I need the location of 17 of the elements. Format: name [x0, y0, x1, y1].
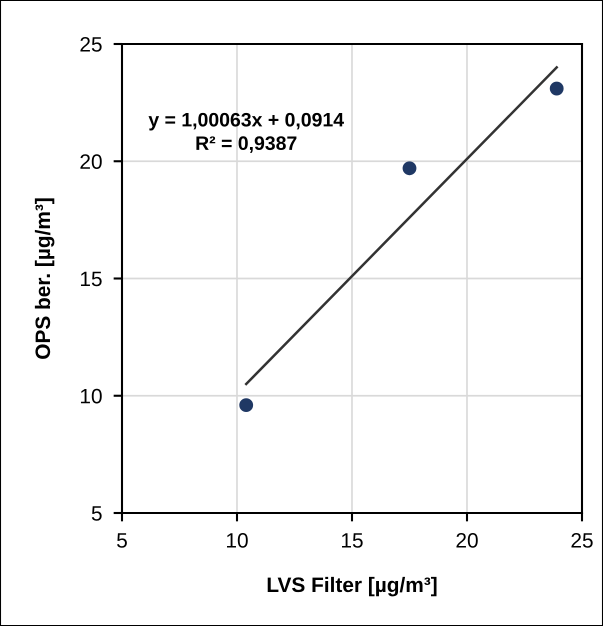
x-tick-label: 15	[342, 533, 363, 548]
x-tick-label: 10	[227, 532, 248, 548]
point	[239, 398, 254, 412]
x-tick-label: 5	[117, 533, 127, 548]
point	[550, 82, 564, 96]
y-axis-title: OPS ber. [µg/m³]	[34, 198, 54, 359]
x-tick-label: 20	[456, 532, 478, 548]
y-tick-label: 15	[80, 272, 102, 286]
annotation: R² = 0,9387	[196, 136, 296, 153]
x-axis-title: LVS Filter [µg/m³]	[268, 576, 437, 596]
point	[402, 161, 416, 176]
y-tick-label: 10	[80, 388, 102, 404]
annotation: y = 1,00063x + 0,0914	[148, 112, 344, 130]
y-tick-label: 5	[92, 506, 102, 521]
y-tick-label: 20	[80, 154, 102, 170]
y-tick-label: 25	[80, 37, 102, 52]
x-tick-label: 25	[571, 532, 593, 548]
